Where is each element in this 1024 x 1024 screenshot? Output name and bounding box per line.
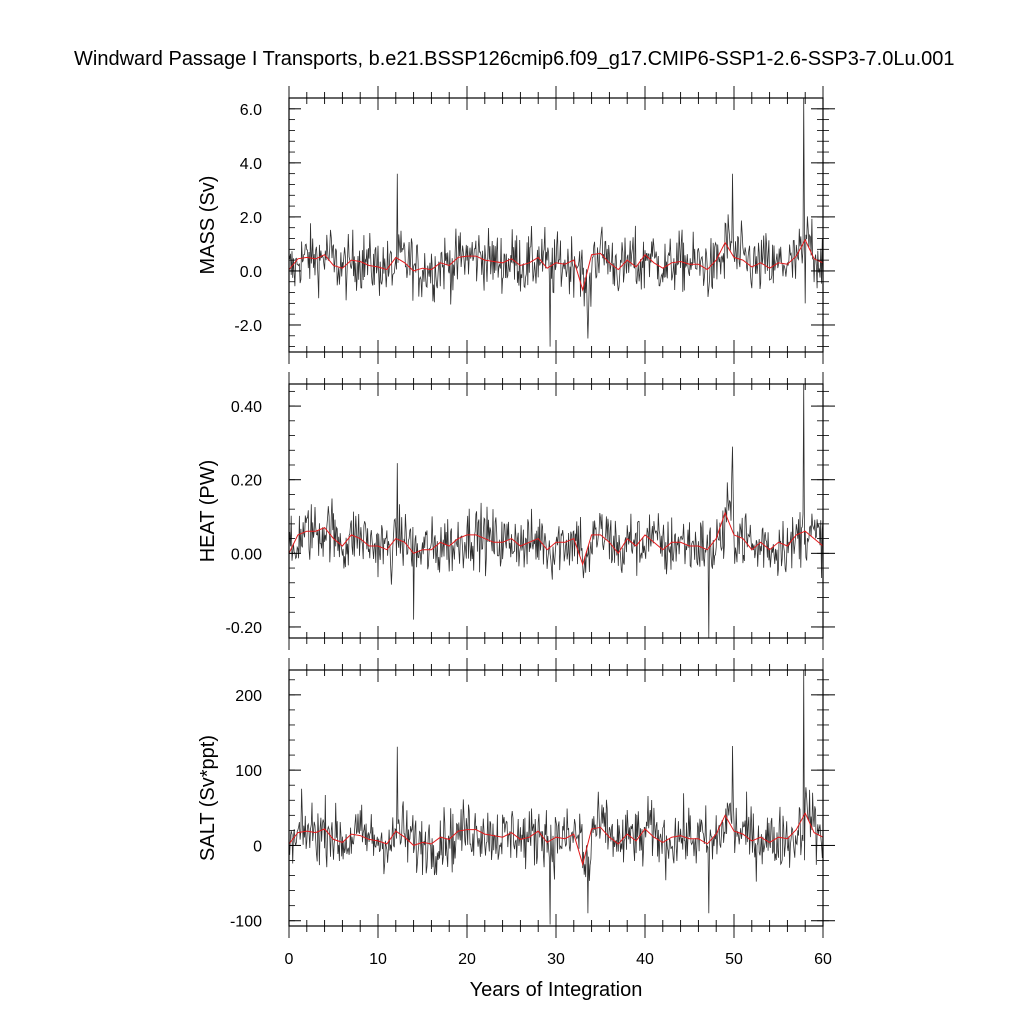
y-tick-label: 200 [235,688,262,705]
x-tick-label: 10 [369,951,387,968]
y-axis-title: SALT (Sv*ppt) [197,735,219,861]
annual-mean-line [289,511,823,567]
y-axis-title: MASS (Sv) [197,176,219,275]
y-tick-label: 0 [253,838,262,855]
panel-frame [288,669,824,927]
panel-frame [288,97,824,353]
monthly-series-line [289,384,823,638]
y-tick-label: 6.0 [240,102,262,119]
y-tick-label: 100 [235,763,262,780]
y-tick-label: 2.0 [240,210,262,227]
y-tick-label: -0.20 [226,620,263,637]
monthly-series-line [289,670,823,925]
annual-mean-line [289,238,823,292]
y-tick-label: 0.00 [231,546,262,563]
y-tick-label: 0.0 [240,264,262,281]
y-tick-label: 0.20 [231,473,262,490]
annual-mean-line [289,811,823,867]
x-tick-label: 60 [814,951,832,968]
panel-frame [288,383,824,639]
y-tick-label: -2.0 [234,318,262,335]
y-tick-label: 0.40 [231,399,262,416]
x-tick-label: 30 [547,951,565,968]
x-tick-label: 40 [636,951,654,968]
y-tick-label: 4.0 [240,156,262,173]
x-axis-title: Years of Integration [470,979,643,1001]
y-tick-label: -100 [230,914,262,931]
monthly-series-line [289,98,823,347]
y-axis-title: HEAT (PW) [197,460,219,563]
x-tick-label: 0 [285,951,294,968]
chart-title: Windward Passage I Transports, b.e21.BSS… [74,48,955,70]
x-tick-label: 50 [725,951,743,968]
x-tick-label: 20 [458,951,476,968]
